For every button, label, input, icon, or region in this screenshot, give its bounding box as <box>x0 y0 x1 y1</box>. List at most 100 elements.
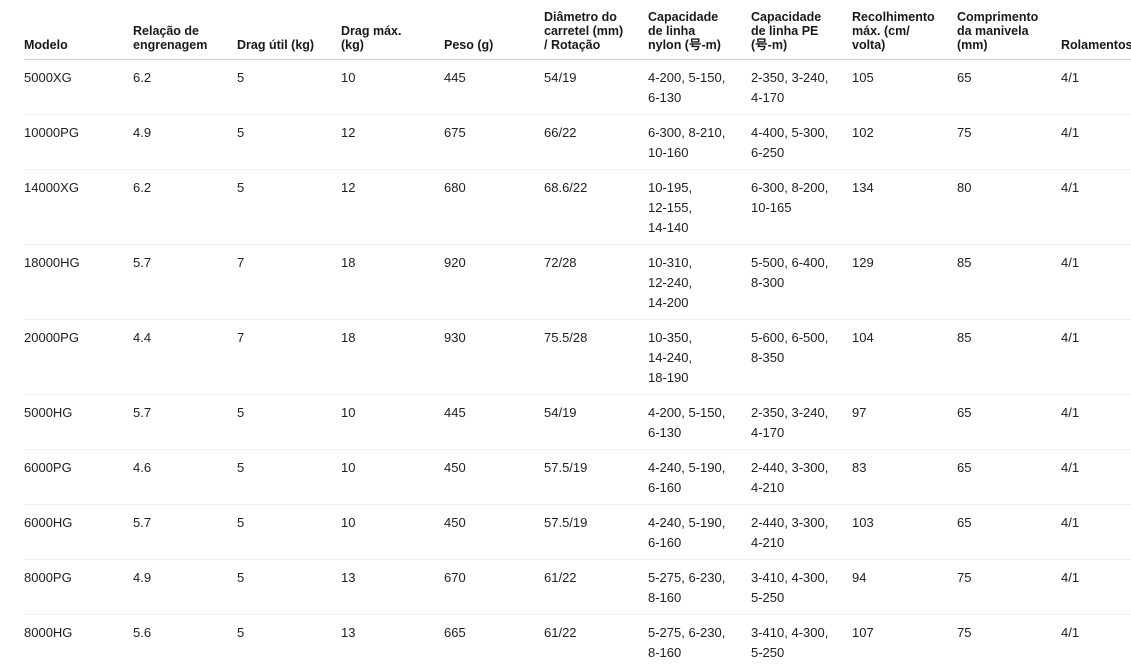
cell-pe: 2-440, 3-300, 4-210 <box>751 449 852 505</box>
cell-pe: 5-600, 6-500, 8-350 <box>751 319 852 395</box>
cell-diametro: 75.5/28 <box>544 319 648 395</box>
table-row: 6000PG 4.6 5 10 450 57.5/19 4-240, 5-190… <box>24 449 1131 505</box>
column-header-comprimento: Comprimento da manivela (mm) <box>957 0 1061 60</box>
cell-pe: 6-300, 8-200, 10-165 <box>751 169 852 245</box>
cell-peso: 675 <box>444 114 544 170</box>
cell-recolhimento: 83 <box>852 449 957 505</box>
cell-modelo: 6000PG <box>24 449 133 505</box>
cell-nylon: 4-240, 5-190, 6-160 <box>648 449 751 505</box>
cell-pe: 3-410, 4-300, 5-250 <box>751 559 852 615</box>
cell-nylon: 6-300, 8-210, 10-160 <box>648 114 751 170</box>
cell-recolhimento: 97 <box>852 394 957 450</box>
table-body: 5000XG 6.2 5 10 445 54/19 4-200, 5-150, … <box>24 60 1131 669</box>
cell-drag-max: 10 <box>341 70 356 85</box>
table-row: 14000XG 6.2 5 12 680 68.6/22 10-195, 12-… <box>24 169 1131 245</box>
cell-comprimento: 65 <box>957 394 1061 450</box>
cell-recolhimento: 102 <box>852 114 957 170</box>
table-row: 8000HG 5.6 5 13 665 61/22 5-275, 6-230, … <box>24 614 1131 669</box>
cell-modelo: 6000HG <box>24 504 133 560</box>
cell-drag-util: 5 <box>237 449 341 505</box>
cell-drag-util: 5 <box>237 70 245 85</box>
cell-rolamentos: 4/1 <box>1061 559 1131 615</box>
cell-diametro: 57.5/19 <box>544 504 648 560</box>
cell-recolhimento: 105 <box>852 70 874 85</box>
cell-nylon: 10-350, 14-240, 18-190 <box>648 319 751 395</box>
cell-recolhimento: 107 <box>852 614 957 669</box>
cell-recolhimento: 94 <box>852 559 957 615</box>
cell-diametro: 54/19 <box>544 70 577 85</box>
cell-pe: 2-350, 3-240, 4-170 <box>751 394 852 450</box>
column-header-nylon: Capacidade de linha nylon (号-m) <box>648 0 751 60</box>
cell-diametro: 57.5/19 <box>544 449 648 505</box>
cell-diametro: 61/22 <box>544 614 648 669</box>
column-header-gear-ratio: Relação de engrenagem <box>133 0 237 60</box>
cell-peso: 920 <box>444 244 544 320</box>
cell-gear-ratio: 4.9 <box>133 114 237 170</box>
cell-recolhimento: 104 <box>852 319 957 395</box>
cell-drag-max: 18 <box>341 319 444 395</box>
cell-peso: 450 <box>444 449 544 505</box>
cell-modelo: 10000PG <box>24 114 133 170</box>
cell-comprimento: 65 <box>957 504 1061 560</box>
cell-nylon: 5-275, 6-230, 8-160 <box>648 559 751 615</box>
cell-modelo: 18000HG <box>24 244 133 320</box>
cell-peso: 450 <box>444 504 544 560</box>
cell-modelo: 5000XG <box>24 70 72 85</box>
header-row: Modelo Relação de engrenagem Drag útil (… <box>24 0 1131 60</box>
cell-drag-max: 10 <box>341 449 444 505</box>
cell-comprimento: 75 <box>957 559 1061 615</box>
cell-comprimento: 85 <box>957 244 1061 320</box>
cell-modelo: 5000HG <box>24 394 133 450</box>
cell-drag-util: 5 <box>237 169 341 245</box>
cell-drag-util: 5 <box>237 559 341 615</box>
cell-drag-util: 5 <box>237 614 341 669</box>
cell-gear-ratio: 5.7 <box>133 394 237 450</box>
cell-comprimento: 80 <box>957 169 1061 245</box>
spec-table: Modelo Relação de engrenagem Drag útil (… <box>24 0 1131 669</box>
column-header-rolamentos: Rolamentos <box>1061 0 1131 60</box>
cell-gear-ratio: 5.7 <box>133 244 237 320</box>
cell-gear-ratio: 6.2 <box>133 70 152 85</box>
cell-peso: 930 <box>444 319 544 395</box>
cell-gear-ratio: 6.2 <box>133 169 237 245</box>
cell-diametro: 54/19 <box>544 394 648 450</box>
cell-peso: 670 <box>444 559 544 615</box>
cell-drag-max: 10 <box>341 394 444 450</box>
table-row: 6000HG 5.7 5 10 450 57.5/19 4-240, 5-190… <box>24 504 1131 560</box>
cell-drag-util: 5 <box>237 504 341 560</box>
cell-pe: 2-440, 3-300, 4-210 <box>751 504 852 560</box>
cell-rolamentos: 4/1 <box>1061 614 1131 669</box>
cell-diametro: 66/22 <box>544 114 648 170</box>
cell-modelo: 8000HG <box>24 614 133 669</box>
table-row: 20000PG 4.4 7 18 930 75.5/28 10-350, 14-… <box>24 319 1131 395</box>
column-header-diametro: Diâmetro do carretel (mm) / Rotação <box>544 0 648 60</box>
cell-rolamentos: 4/1 <box>1061 244 1131 320</box>
cell-drag-max: 12 <box>341 169 444 245</box>
cell-rolamentos: 4/1 <box>1061 70 1080 85</box>
column-header-pe: Capacidade de linha PE (号-m) <box>751 0 852 60</box>
cell-drag-util: 5 <box>237 114 341 170</box>
cell-gear-ratio: 5.7 <box>133 504 237 560</box>
cell-pe: 3-410, 4-300, 5-250 <box>751 614 852 669</box>
cell-gear-ratio: 4.9 <box>133 559 237 615</box>
table-row: 5000XG 6.2 5 10 445 54/19 4-200, 5-150, … <box>24 60 1131 115</box>
cell-comprimento: 65 <box>957 70 972 85</box>
cell-drag-max: 13 <box>341 559 444 615</box>
cell-rolamentos: 4/1 <box>1061 504 1131 560</box>
cell-gear-ratio: 4.6 <box>133 449 237 505</box>
cell-recolhimento: 134 <box>852 169 957 245</box>
column-header-drag-max: Drag máx. (kg) <box>341 0 444 60</box>
table-row: 8000PG 4.9 5 13 670 61/22 5-275, 6-230, … <box>24 559 1131 615</box>
cell-peso: 680 <box>444 169 544 245</box>
cell-nylon: 5-275, 6-230, 8-160 <box>648 614 751 669</box>
cell-drag-max: 10 <box>341 504 444 560</box>
cell-peso: 665 <box>444 614 544 669</box>
column-header-drag-util: Drag útil (kg) <box>237 0 341 60</box>
cell-rolamentos: 4/1 <box>1061 114 1131 170</box>
cell-diametro: 68.6/22 <box>544 169 648 245</box>
cell-drag-util: 7 <box>237 244 341 320</box>
column-header-recolhimento: Recolhimento máx. (cm/ volta) <box>852 0 957 60</box>
cell-diametro: 72/28 <box>544 244 648 320</box>
cell-modelo: 8000PG <box>24 559 133 615</box>
